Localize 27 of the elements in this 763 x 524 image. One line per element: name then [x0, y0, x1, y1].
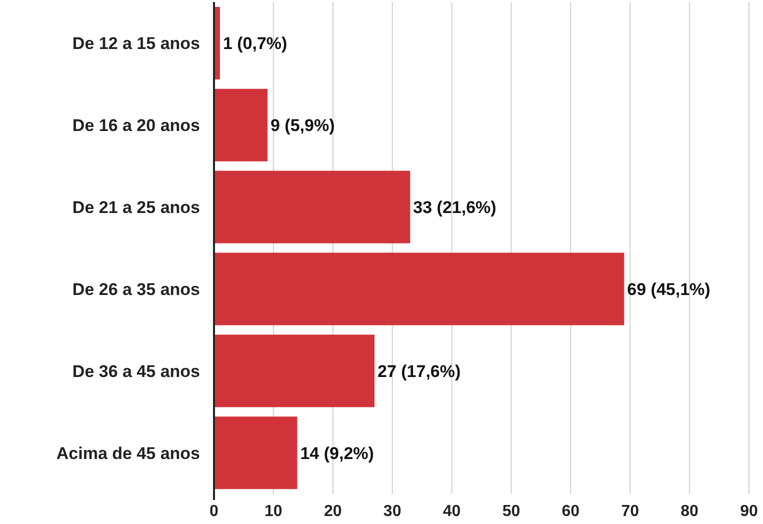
- y-tick-label: De 16 a 20 anos: [72, 116, 200, 136]
- bar: [214, 170, 410, 244]
- x-tick-label: 90: [740, 503, 758, 520]
- x-tick-label: 10: [264, 503, 282, 520]
- x-tick-label: 60: [562, 503, 580, 520]
- y-tick-label: De 12 a 15 anos: [72, 34, 200, 54]
- bar: [214, 416, 298, 490]
- data-label: 9 (5,9%): [270, 116, 335, 136]
- x-tick-label: 0: [210, 503, 219, 520]
- x-tick-label: 40: [442, 503, 461, 520]
- data-label: 69 (45,1%): [627, 280, 710, 299]
- x-tick-label: 30: [383, 503, 402, 520]
- bar: [214, 252, 624, 326]
- data-label: 27 (17,6%): [378, 362, 461, 381]
- y-tick-label: De 36 a 45 anos: [72, 362, 200, 381]
- x-tick-label: 50: [502, 503, 520, 520]
- x-tick-label: 80: [680, 503, 699, 520]
- bar: [214, 88, 268, 162]
- bar: [214, 334, 374, 408]
- y-tick-label: De 21 a 25 anos: [72, 198, 200, 217]
- data-label: 1 (0,7%): [222, 34, 288, 54]
- data-label: 33 (21,6%): [413, 198, 496, 217]
- data-label: 14 (9,2%): [300, 444, 374, 463]
- y-tick-label: De 26 a 35 anos: [72, 280, 200, 299]
- x-tick-label: 70: [621, 503, 640, 520]
- y-tick-label: Acima de 45 anos: [56, 444, 200, 463]
- x-tick-label: 20: [324, 503, 342, 520]
